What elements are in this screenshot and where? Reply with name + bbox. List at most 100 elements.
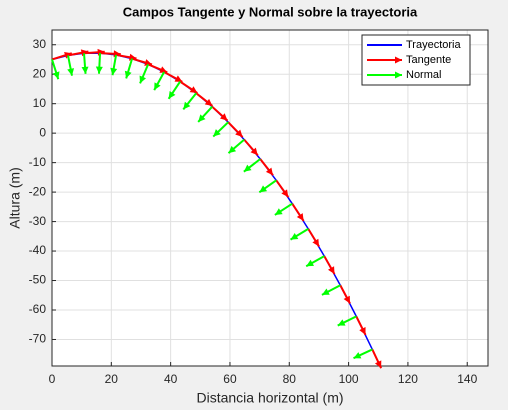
tangent-arrow-head — [296, 213, 304, 221]
y-tick-label: -30 — [29, 214, 47, 228]
normal-arrow-head — [228, 145, 237, 154]
x-tick-label: 40 — [164, 372, 178, 386]
x-tick-label: 20 — [105, 372, 119, 386]
normal-arrow-head — [95, 66, 103, 74]
tangent-arrow-head — [159, 66, 168, 73]
normal-arrow-head — [139, 75, 147, 84]
y-tick-label: 10 — [33, 96, 47, 110]
tangent-arrow — [195, 92, 214, 107]
x-tick-label: 60 — [223, 372, 237, 386]
x-tick-label: 140 — [457, 372, 477, 386]
normal-arrow-head — [67, 68, 75, 76]
tangent-arrow-head — [343, 295, 350, 304]
normal-arrow-head — [198, 114, 206, 122]
legend-label: Tangente — [406, 54, 451, 66]
normal-arrow — [274, 202, 293, 216]
normal-arrow-head — [290, 232, 299, 240]
y-tick-label: -20 — [29, 184, 47, 198]
tangent-arrow-head — [312, 238, 320, 247]
legend-label: Trayectoria — [406, 39, 461, 51]
tangent-arrow-head — [235, 129, 243, 138]
tangent-arrow — [307, 228, 320, 248]
tangent-arrow — [147, 63, 168, 74]
normal-arrow — [51, 59, 60, 80]
normal-arrow — [139, 63, 150, 84]
tangent-arrow — [275, 179, 290, 198]
legend-swatch-head — [395, 71, 402, 79]
normal-arrow — [289, 228, 309, 241]
normal-arrow-head — [110, 67, 118, 76]
tangent-arrow-head — [204, 98, 213, 106]
normal-arrow — [212, 121, 229, 138]
normal-arrow — [321, 284, 341, 296]
normal-arrow-head — [183, 101, 191, 110]
y-axis-label: Altura (m) — [7, 167, 23, 228]
tangent-arrow-head — [374, 360, 382, 369]
legend-swatch-head — [395, 56, 402, 64]
normal-arrow-head — [124, 70, 132, 79]
normal-arrow — [124, 58, 134, 79]
tangent-arrow-head — [250, 147, 258, 156]
tangent-arrow-head — [174, 75, 183, 82]
normal-arrow-head — [243, 164, 252, 172]
normal-arrow — [153, 71, 165, 91]
normal-arrow-head — [259, 185, 268, 193]
normal-arrow-head — [213, 129, 221, 137]
tangent-arrow-head — [189, 86, 198, 94]
tangent-arrow — [243, 138, 259, 156]
tangent-arrow-head — [64, 51, 72, 59]
y-tick-label: -10 — [29, 155, 47, 169]
normal-arrow-head — [337, 319, 346, 326]
chart-title: Campos Tangente y Normal sobre la trayec… — [123, 4, 418, 19]
normal-arrow-head — [154, 82, 161, 91]
tangent-arrow — [51, 51, 73, 61]
normal-arrow — [258, 179, 277, 194]
tangent-arrow-head — [359, 327, 366, 335]
tangent-arrow-head — [265, 167, 273, 176]
tangent-arrow — [291, 203, 305, 222]
tangent-arrow-head — [219, 113, 228, 121]
tangent-arrow-head — [327, 266, 335, 275]
normal-arrow-head — [274, 208, 283, 215]
y-tick-label: -60 — [29, 302, 47, 316]
normal-arrow — [197, 106, 213, 123]
y-tick-label: -40 — [29, 243, 47, 257]
y-tick-label: -50 — [29, 273, 47, 287]
legend-label: Normal — [406, 69, 441, 81]
axes-box — [51, 29, 489, 367]
tangent-arrow — [371, 349, 383, 369]
normal-arrow-head — [52, 71, 60, 80]
normal-arrow — [67, 55, 75, 76]
normal-arrow-head — [353, 352, 362, 359]
normal-arrow — [337, 315, 357, 327]
x-axis-label: Distancia horizontal (m) — [196, 390, 343, 406]
normal-arrow — [353, 348, 373, 360]
normal-arrow — [167, 81, 181, 100]
x-tick-label: 0 — [49, 372, 56, 386]
normal-arrow — [227, 138, 245, 154]
normal-arrow-head — [321, 288, 330, 295]
normal-arrow — [95, 53, 103, 74]
y-tick-label: -70 — [29, 332, 47, 346]
y-tick-label: 0 — [39, 125, 46, 139]
tangent-arrow — [339, 284, 351, 304]
legend-swatch — [367, 56, 402, 64]
tangent-arrow — [211, 105, 229, 122]
normal-arrow-head — [306, 259, 315, 267]
normal-arrow — [81, 53, 89, 74]
tangent-arrow — [179, 80, 198, 94]
tangent-arrow — [227, 121, 244, 138]
y-tick-label: 20 — [33, 66, 47, 80]
tangent-arrow-head — [281, 189, 289, 198]
normal-arrow — [305, 255, 325, 268]
x-tick-label: 100 — [339, 372, 359, 386]
x-tick-label: 120 — [398, 372, 418, 386]
normal-arrow-head — [168, 91, 176, 99]
normal-arrow — [110, 54, 118, 76]
tangent-arrow — [163, 71, 183, 83]
normal-arrow-head — [81, 66, 89, 74]
x-tick-label: 80 — [283, 372, 297, 386]
tangent-arrow — [323, 255, 336, 275]
normal-arrow — [243, 158, 261, 173]
